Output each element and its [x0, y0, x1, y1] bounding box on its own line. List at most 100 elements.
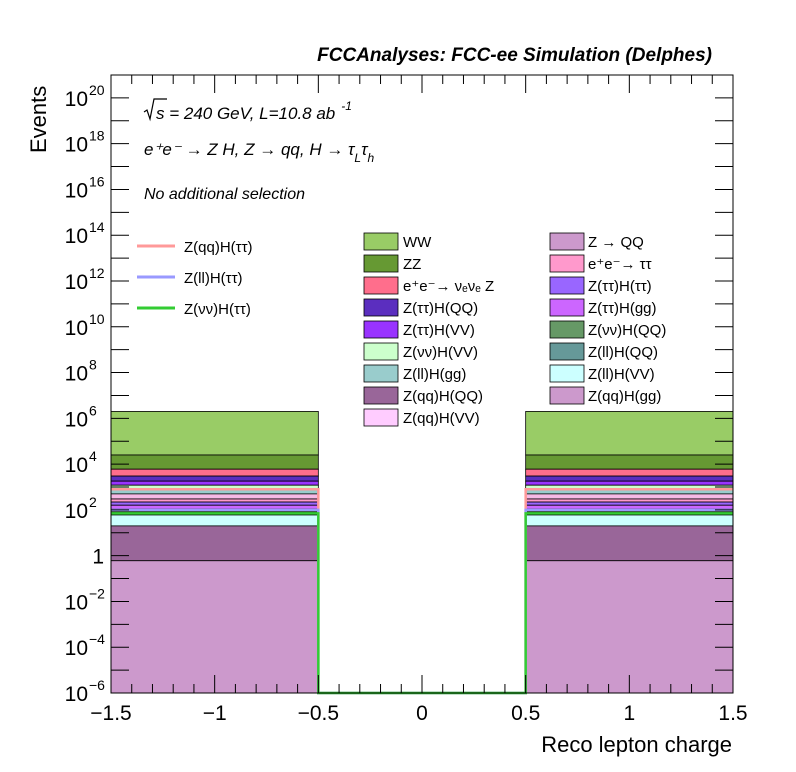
stack-bar: [110, 560, 319, 694]
stack-legend-swatch: [363, 386, 399, 405]
stack-legend-swatch: [549, 342, 585, 361]
x-tick-label: 1.5: [718, 702, 747, 725]
x-tick-label: 0.5: [511, 702, 540, 725]
stack-legend-label: Z(qq)H(QQ): [403, 388, 483, 405]
energy-lumi-label: s = 240 GeV, L=10.8 ab -1: [143, 98, 352, 123]
stack-bar: [110, 525, 319, 562]
y-tick-exponent: 10: [89, 311, 105, 327]
y-tick-label: 10: [65, 683, 88, 706]
axis-ticks: [110, 75, 734, 694]
stack-legend-swatch: [363, 298, 399, 317]
stack-legend-swatch: [549, 232, 585, 251]
stack-bar: [110, 501, 319, 506]
stack-bar: [525, 411, 734, 456]
y-tick-label: 10: [65, 134, 88, 157]
sqrt-symbol: [143, 98, 167, 122]
x-tick-label: 0: [416, 702, 428, 725]
stack-legend-label: ZZ: [403, 256, 421, 273]
y-tick-exponent: −6: [89, 677, 105, 693]
stack-legend-swatch: [549, 320, 585, 339]
stack-bar: [525, 504, 734, 510]
plot-title: FCCAnalyses: FCC-ee Simulation (Delphes): [317, 45, 712, 66]
y-tick-label: 10: [65, 637, 88, 660]
stack-legend-swatch: [363, 364, 399, 383]
y-tick-exponent: 12: [89, 265, 105, 281]
stack-bar: [525, 480, 734, 486]
stack-legend-label: WW: [403, 234, 432, 251]
y-tick-label: 10: [65, 408, 88, 431]
stack-bar: [525, 454, 734, 470]
y-tick-label: 10: [65, 271, 88, 294]
y-tick-exponent: −4: [89, 631, 105, 647]
stack-bar: [525, 501, 734, 506]
stack-legend-label: Z(ll)H(VV): [588, 366, 655, 383]
stack-legend-label: Z(ll)H(gg): [403, 366, 466, 383]
y-tick-exponent: 6: [89, 402, 97, 418]
stack-bar: [525, 514, 734, 527]
stack-bar: [110, 493, 319, 500]
stack-legend-swatch: [549, 364, 585, 383]
overlay-legend-label: Z(ll)H(ττ): [184, 270, 243, 287]
y-tick-label: 10: [65, 179, 88, 202]
stack-legend-label: Z(ττ)H(ττ): [588, 278, 652, 295]
y-tick-exponent: 14: [89, 219, 105, 235]
stack-legend-label: Z → QQ: [588, 234, 644, 251]
y-tick-label: 1: [92, 546, 104, 569]
y-tick-label: 10: [65, 88, 88, 111]
stack-legend-swatch: [363, 342, 399, 361]
stack-legend-swatch: [363, 232, 399, 251]
stack-legend: WW ZZ e⁺e⁻→ νₑνₑ Z Z(ττ)H(QQ) Z(ττ)H(VV) Z(νν…: [363, 232, 666, 427]
stack-bar: [110, 480, 319, 486]
stack-bar: [110, 468, 319, 477]
y-axis-label: Events: [26, 86, 51, 153]
stack-legend-label: e⁺e⁻→ νₑνₑ Z: [403, 278, 494, 295]
y-tick-exponent: −2: [89, 585, 105, 601]
stack-legend-label: Z(νν)H(QQ): [588, 322, 666, 339]
stack-bar: [525, 525, 734, 562]
y-tick-exponent: 18: [89, 128, 105, 144]
y-tick-exponent: 2: [89, 494, 97, 510]
histogram-layer: [110, 411, 734, 694]
x-tick-label: −1.5: [90, 702, 131, 725]
y-tick-label: 10: [65, 363, 88, 386]
y-tick-label: 10: [65, 591, 88, 614]
stack-bar: [110, 498, 319, 503]
stack-bar: [110, 514, 319, 527]
y-tick-exponent: 4: [89, 448, 97, 464]
overlay-legend: Z(qq)H(ττ) Z(ll)H(ττ) Z(νν)H(ττ): [137, 239, 253, 318]
stack-bar: [525, 498, 734, 503]
stack-legend-label: Z(qq)H(gg): [588, 388, 661, 405]
y-tick-label: 10: [65, 500, 88, 523]
stack-bar: [525, 560, 734, 694]
svg-text:s = 240 GeV, L=10.8 ab-1: s = 240 GeV, L=10.8 ab -1: [156, 99, 352, 123]
stack-bar: [110, 475, 319, 482]
stack-legend-swatch: [549, 276, 585, 295]
stack-legend-swatch: [363, 254, 399, 273]
y-tick-exponent: 20: [89, 82, 105, 98]
stack-bar: [525, 475, 734, 482]
stack-bar: [110, 411, 319, 456]
stack-legend-label: Z(qq)H(VV): [403, 410, 480, 427]
stack-legend-label: Z(ττ)H(VV): [403, 322, 475, 339]
x-tick-label: −1: [203, 702, 227, 725]
x-tick-label: 1: [623, 702, 635, 725]
y-tick-exponent: 8: [89, 357, 97, 373]
overlay-legend-label: Z(qq)H(ττ): [184, 239, 253, 256]
stack-legend-swatch: [549, 254, 585, 273]
y-tick-label: 10: [65, 225, 88, 248]
stack-legend-swatch: [363, 408, 399, 427]
stack-legend-swatch: [363, 276, 399, 295]
stack-bar: [110, 454, 319, 470]
stack-legend-label: e⁺e⁻→ ττ: [588, 256, 652, 273]
stack-legend-swatch: [549, 386, 585, 405]
x-axis-label: Reco lepton charge: [541, 732, 732, 757]
x-tick-label: −0.5: [298, 702, 339, 725]
selection-label: No additional selection: [144, 186, 305, 203]
y-tick-label: 10: [65, 317, 88, 340]
stack-legend-label: Z(ττ)H(QQ): [403, 300, 478, 317]
stack-legend-label: Z(ll)H(QQ): [588, 344, 658, 361]
stack-legend-swatch: [363, 320, 399, 339]
stack-legend-label: Z(ττ)H(gg): [588, 300, 657, 317]
